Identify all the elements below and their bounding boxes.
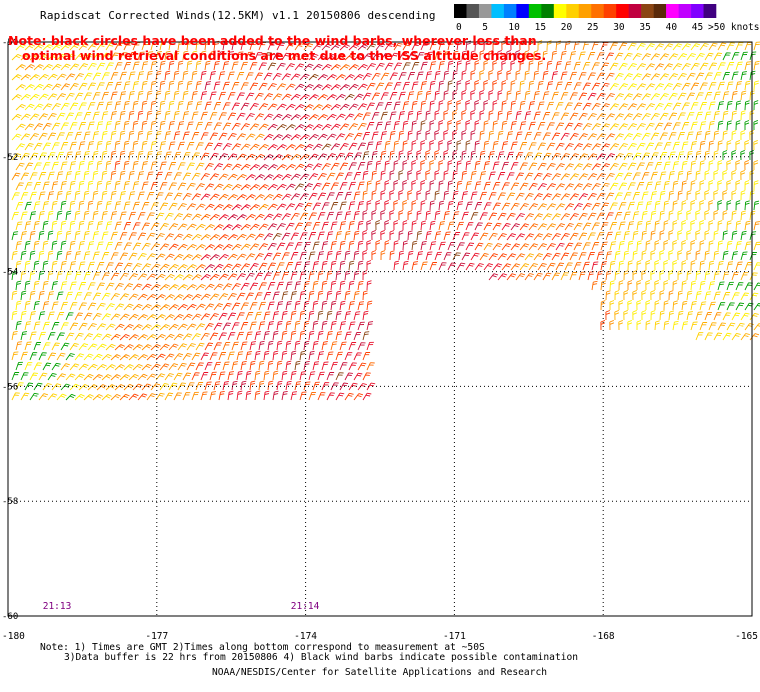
wind-barb-group [263,43,479,381]
latitude-label: -54 [2,268,18,278]
legend-swatch [678,4,692,18]
latitude-labels: -50 -52 -54 -56 -58 -60 [2,38,18,622]
legend-swatch [616,4,629,18]
wind-barb-group [11,40,760,401]
time-label: 21:13 [43,601,72,612]
legend-swatch [541,4,555,18]
legend-swatch [653,4,667,18]
legend-label: 40 [666,22,678,33]
legend-label: 20 [561,22,573,33]
legend-swatch [553,4,567,18]
legend-swatch [666,4,679,18]
legend-label: 5 [482,22,488,33]
wind-barb-group [114,39,614,401]
longitude-labels: -180 -177 -174 -171 -168 -165 [2,631,758,642]
longitude-label: -177 [145,631,168,642]
footer-line-1: Note: 1) Times are GMT 2)Times along bot… [40,642,485,653]
footer-credit: NOAA/NESDIS/Center for Satellite Applica… [212,667,548,678]
legend-label: 15 [535,22,546,33]
map-title: Rapidscat Corrected Winds(12.5KM) v1.1 2… [40,9,436,22]
legend-swatch [491,4,505,18]
legend-swatch [703,4,717,18]
speed-legend: 0 5 10 15 20 25 30 35 40 45 >50 knots [454,4,759,33]
legend-swatch [578,4,592,18]
grid-lines [7,41,753,617]
note-line-1: Note: black circles have been added to t… [8,33,537,48]
legend-label: 30 [613,22,625,33]
wind-barbs-layer [11,39,760,401]
longitude-label: -165 [735,631,758,642]
legend-swatch [503,4,517,18]
longitude-label: -168 [592,631,615,642]
legend-swatch [628,4,642,18]
wind-barb-group [200,39,616,401]
wind-barb-group [11,40,760,401]
legend-swatch [603,4,617,18]
latitude-label: -50 [2,38,18,48]
legend-swatch [466,4,480,18]
legend-swatch [641,4,654,18]
legend-label: 35 [639,22,650,33]
latitude-label: -60 [2,612,18,622]
wind-barb-group [11,42,760,401]
legend-swatch [516,4,530,18]
wind-barb-group [110,40,616,401]
latitude-label: -58 [2,497,18,507]
longitude-label: -180 [2,631,25,642]
legend-swatch [528,4,542,18]
time-labels: 21:13 21:14 [43,601,320,612]
wind-barb-group [204,40,521,401]
time-label: 21:14 [291,601,320,612]
legend-label: 25 [587,22,598,33]
legend-swatch [691,4,704,18]
legend-label: 45 [692,22,703,33]
legend-swatch [478,4,492,18]
latitude-label: -56 [2,382,18,392]
footer-line-2: 3)Data buffer is 22 hrs from 20150806 4)… [64,652,579,663]
longitude-label: -171 [443,631,466,642]
map-frame [7,41,753,617]
legend-label: 0 [456,22,462,33]
legend-swatch [454,4,467,18]
note-line-2: optimal wind retrieval conditions are me… [22,48,547,63]
legend-swatch [566,4,580,18]
legend-label: >50 knots [708,22,759,33]
legend-label: 10 [508,22,520,33]
latitude-label: -52 [2,153,18,163]
longitude-label: -174 [294,631,317,642]
legend-swatch [591,4,605,18]
wind-barb-group [11,51,760,401]
